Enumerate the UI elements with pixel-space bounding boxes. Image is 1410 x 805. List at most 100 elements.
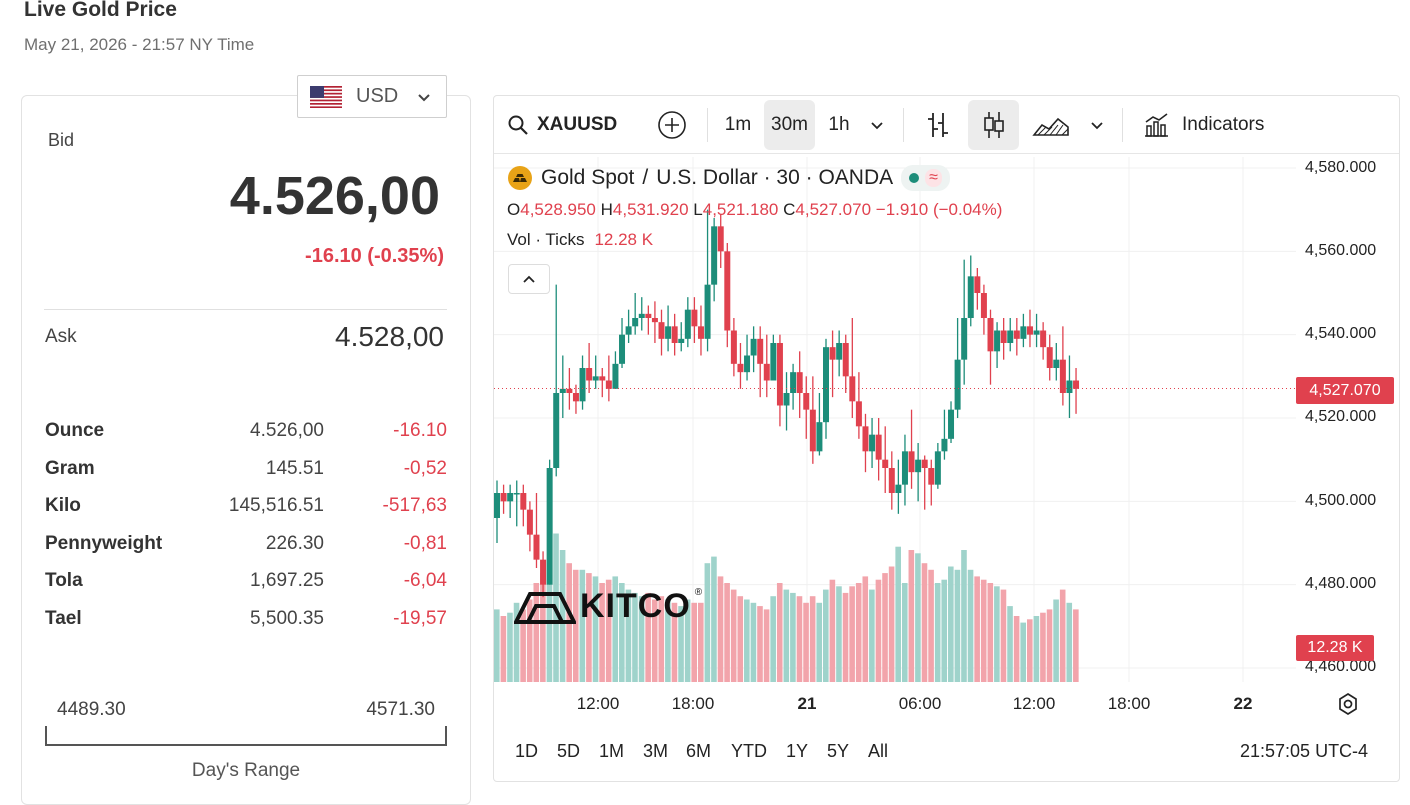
unit-name: Gram xyxy=(45,458,95,479)
range-3m[interactable]: 3M xyxy=(643,741,669,761)
last-price-tag: 4,527.070 xyxy=(1296,377,1394,404)
close-value: 4,527.070 xyxy=(795,200,872,219)
chevron-down-icon xyxy=(418,93,430,101)
open-value: 4,528.950 xyxy=(520,200,596,219)
unit-name: Tola xyxy=(45,570,83,591)
symbol-description: U.S. Dollar · 30 · OANDA xyxy=(656,166,894,189)
chart-style-dropdown[interactable] xyxy=(1084,100,1110,150)
range-ytd[interactable]: YTD xyxy=(731,741,767,761)
last-volume-tag: 12.28 K xyxy=(1296,635,1374,661)
y-axis-label: 4,580.000 xyxy=(1305,159,1377,176)
chart-legend: Gold Spot / U.S. Dollar · 30 · OANDA ≈ xyxy=(507,165,950,191)
volume-value: 12.28 K xyxy=(594,230,654,249)
toolbar-divider xyxy=(903,108,904,142)
candlestick-icon xyxy=(983,112,1004,138)
indicators-icon xyxy=(1145,113,1168,137)
currency-select[interactable]: USD xyxy=(297,75,447,118)
day-range-bar xyxy=(45,726,447,746)
market-status-pill[interactable]: ≈ xyxy=(901,165,950,191)
ohlc-values: O4,528.950 H4,531.920 L4,521.180 C4,527.… xyxy=(507,200,1002,220)
interval-30m[interactable]: 30m xyxy=(764,100,815,150)
y-axis-label: 4,520.000 xyxy=(1305,408,1377,425)
ask-label: Ask xyxy=(45,326,77,347)
bid-label: Bid xyxy=(48,130,75,150)
interval-1h[interactable]: 1h xyxy=(828,114,850,135)
bid-change: -16.10 (-0.35%) xyxy=(305,245,444,267)
unit-name: Ounce xyxy=(45,420,105,441)
unit-price: 226.30 xyxy=(265,533,324,554)
y-axis-label: 4,540.000 xyxy=(1305,325,1377,342)
us-flag-icon xyxy=(310,85,342,108)
x-axis-label: 22 xyxy=(1233,694,1253,713)
collapse-legend-button[interactable] xyxy=(508,264,550,294)
indicators-label: Indicators xyxy=(1182,114,1265,135)
toolbar-divider xyxy=(707,108,708,142)
market-open-dot-icon xyxy=(909,173,920,183)
chart-widget xyxy=(493,95,1400,782)
ask-price: 4.528,00 xyxy=(335,321,444,352)
registered-mark: ® xyxy=(694,587,703,598)
range-5d[interactable]: 5D xyxy=(557,741,581,761)
legend-separator: / xyxy=(642,166,649,189)
unit-row-gram: Gram 145.51 -0,52 xyxy=(45,458,447,488)
bar-chart-style-icon xyxy=(928,113,948,137)
y-axis-label: 4,460.000 xyxy=(1305,658,1377,675)
unit-name: Kilo xyxy=(45,495,81,516)
divider xyxy=(44,309,447,310)
range-all[interactable]: All xyxy=(868,741,889,761)
low-value: 4,521.180 xyxy=(702,200,779,219)
unit-price: 4.526,00 xyxy=(250,420,324,441)
x-axis-label: 21 xyxy=(797,694,817,713)
x-axis-label: 18:00 xyxy=(1107,694,1151,713)
x-axis-label: 12:00 xyxy=(576,694,620,713)
chevron-down-icon xyxy=(871,122,883,130)
day-range-high: 4571.30 xyxy=(366,699,435,720)
plus-circle-icon xyxy=(658,111,686,139)
unit-name: Tael xyxy=(45,608,82,629)
compare-symbol-button[interactable] xyxy=(652,100,692,150)
day-range-label: Day's Range xyxy=(191,760,301,781)
range-6m[interactable]: 6M xyxy=(686,741,712,761)
toolbar-divider xyxy=(1122,108,1123,142)
y-axis-label: 4,500.000 xyxy=(1305,492,1377,509)
chart-settings-icon[interactable] xyxy=(1336,692,1360,716)
interval-1m[interactable]: 1m xyxy=(724,114,752,135)
range-1d[interactable]: 1D xyxy=(515,741,539,761)
unit-change: -517,63 xyxy=(382,495,447,516)
volume-legend: Vol · Ticks 12.28 K xyxy=(507,230,653,250)
range-1m[interactable]: 1M xyxy=(599,741,625,761)
unit-price: 145.51 xyxy=(265,458,324,479)
x-axis-label: 18:00 xyxy=(671,694,715,713)
unit-price: 5,500.35 xyxy=(250,608,324,629)
unit-name: Pennyweight xyxy=(45,533,163,554)
unit-row-ounce: Ounce 4.526,00 -16.10 xyxy=(45,420,447,450)
unit-change: -19,57 xyxy=(393,608,447,629)
kitco-watermark: KITCO ® xyxy=(514,587,702,626)
range-5y[interactable]: 5Y xyxy=(827,741,850,761)
range-1y[interactable]: 1Y xyxy=(786,741,809,761)
high-value: 4,531.920 xyxy=(612,200,689,219)
symbol-name: Gold Spot xyxy=(541,166,635,189)
chart-clock: 21:57:05 UTC-4 xyxy=(1240,741,1369,761)
symbol-search-button[interactable]: XAUUSD xyxy=(503,100,623,150)
data-delay-icon: ≈ xyxy=(925,169,942,187)
unit-change: -16.10 xyxy=(393,420,447,441)
search-icon xyxy=(508,115,528,135)
unit-change: -6,04 xyxy=(403,570,447,591)
day-range-low: 4489.30 xyxy=(57,699,126,720)
unit-price: 145,516.51 xyxy=(228,495,324,516)
unit-row-tael: Tael 5,500.35 -19,57 xyxy=(45,608,447,638)
area-chart-icon xyxy=(1032,117,1069,136)
chevron-down-icon xyxy=(1091,122,1103,130)
candles-style-button[interactable] xyxy=(968,100,1019,150)
chevron-up-icon xyxy=(523,275,535,283)
change-value: −1.910 (−0.04%) xyxy=(875,200,1003,219)
indicators-button[interactable]: Indicators xyxy=(1138,100,1288,150)
interval-dropdown[interactable] xyxy=(864,100,890,150)
volume-label: Vol · Ticks xyxy=(507,230,585,249)
area-style-button[interactable] xyxy=(1028,100,1074,150)
x-axis-label: 06:00 xyxy=(898,694,942,713)
price-timestamp: May 21, 2026 - 21:57 NY Time xyxy=(24,35,255,54)
bars-style-button[interactable] xyxy=(916,100,960,150)
x-axis-label: 12:00 xyxy=(1012,694,1056,713)
